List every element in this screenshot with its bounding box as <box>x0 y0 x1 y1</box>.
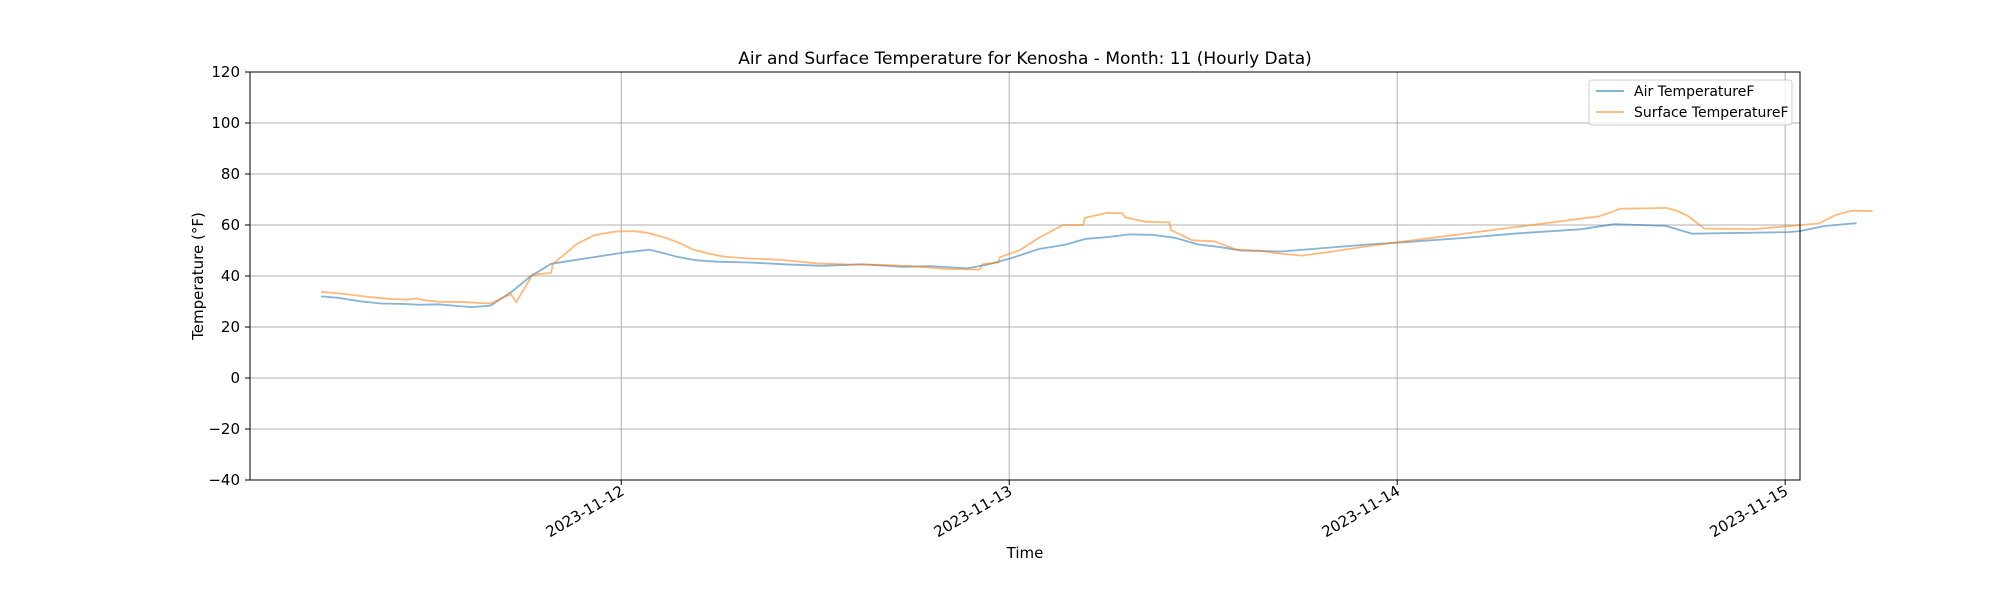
y-tick-label: 0 <box>230 369 240 387</box>
legend-label-air: Air TemperatureF <box>1634 84 1754 100</box>
y-tick-label: 120 <box>211 63 240 81</box>
series-line-air-temperature <box>320 222 1857 309</box>
chart-title: Air and Surface Temperature for Kenosha … <box>738 49 1312 69</box>
plot-lines <box>320 206 1873 309</box>
series-line-surface-temperature <box>320 206 1873 305</box>
y-tick-label: −40 <box>208 471 240 489</box>
legend-label-surface: Surface TemperatureF <box>1634 105 1789 121</box>
y-tick-label: 100 <box>211 114 240 132</box>
y-tick-label: 20 <box>221 318 240 336</box>
y-tick-label: 40 <box>221 267 240 285</box>
legend-box <box>1588 79 1793 126</box>
y-tick-label: −20 <box>208 420 240 438</box>
y-tick-label: 60 <box>221 216 240 234</box>
y-axis-label: Temperature (°F) <box>189 212 207 341</box>
legend: Air TemperatureF Surface TemperatureF <box>1588 79 1793 126</box>
x-axis-label: Time <box>1006 544 1044 562</box>
y-tick-label: 80 <box>221 165 240 183</box>
